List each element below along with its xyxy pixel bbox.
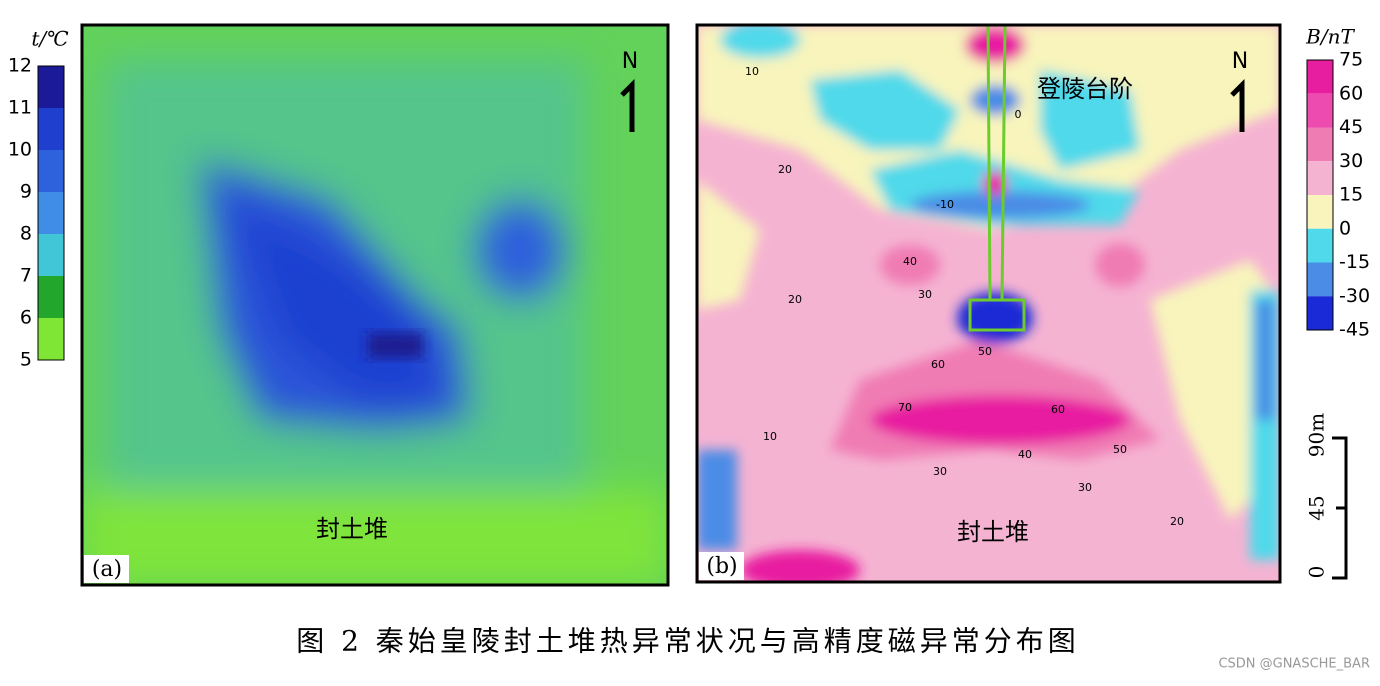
caption: 图 2 秦始皇陵封土堆热异常状况与高精度磁异常分布图	[296, 625, 1080, 658]
contour-label: 10	[745, 65, 759, 78]
colorbar-tick-label: -45	[1339, 319, 1370, 341]
contour-label: 40	[903, 255, 917, 268]
colorbar-bin	[1307, 228, 1333, 263]
contour-label: -10	[936, 198, 954, 211]
colorbar-tick-label: 7	[20, 265, 32, 287]
north-arrow	[620, 78, 635, 132]
thermal-map	[82, 25, 668, 585]
annotation: 封土堆	[957, 518, 1029, 546]
scale-bar	[1332, 436, 1348, 580]
colorbar-title: t/℃	[31, 27, 68, 51]
colorbar-tick-label: -15	[1339, 251, 1370, 273]
contour-label: 60	[1051, 403, 1065, 416]
colorbar-bin	[1307, 296, 1333, 330]
contour-label: 70	[898, 401, 912, 414]
contour-label: 20	[788, 293, 802, 306]
contour-label: 20	[778, 163, 792, 176]
colorbar-bin	[38, 234, 64, 276]
contour-label: 10	[763, 430, 777, 443]
label-bg	[84, 555, 129, 583]
colorbar-bin	[1307, 60, 1333, 94]
colorbar-bin	[1307, 161, 1333, 195]
contour-label: 30	[918, 288, 932, 301]
annotation: 登陵台阶	[1037, 75, 1133, 103]
colorbar-tick-label: -30	[1339, 285, 1370, 307]
scale-label: 0	[1305, 566, 1329, 579]
colorbar-bin	[38, 192, 64, 234]
colorbar-tick-label: 5	[20, 349, 32, 371]
colorbar-tick-label: 9	[20, 181, 32, 203]
colorbar-bin	[38, 66, 64, 108]
colorbar-tick-label: 15	[1339, 184, 1363, 206]
contour-label: 20	[1170, 515, 1184, 528]
panel-frame	[695, 23, 1282, 584]
north-arrow	[1230, 78, 1245, 132]
contour-label: 30	[933, 465, 947, 478]
colorbar-frame	[1306, 59, 1334, 331]
annotation: 封土堆	[316, 515, 388, 543]
contour-label: 50	[978, 345, 992, 358]
colorbar-bin	[38, 108, 64, 150]
colorbar-tick-label: 12	[8, 55, 32, 77]
scale-label: 45	[1305, 495, 1329, 520]
colorbar-bin	[1307, 93, 1333, 128]
colorbar-tick-label: 10	[8, 139, 32, 161]
contour-label: 30	[1078, 481, 1092, 494]
contour-label: 60	[931, 358, 945, 371]
colorbar-tick-label: 11	[8, 97, 32, 119]
panel-frame	[80, 23, 670, 587]
colorbar-bin	[38, 276, 64, 318]
north-label: N	[622, 49, 638, 74]
colorbar-tick-label: 30	[1339, 150, 1363, 172]
colorbar-tick-label: 8	[20, 223, 32, 245]
colorbar-bin	[1307, 127, 1333, 162]
contour-label: 0	[1015, 108, 1022, 121]
colorbar: 75 60 45 30 15 0 -15 -30 -45	[1306, 49, 1370, 341]
colorbar-bin	[1307, 262, 1333, 297]
panel-label: (a)	[92, 557, 122, 582]
colorbar-tick-label: 75	[1339, 49, 1363, 71]
colorbar-tick-label: 45	[1339, 116, 1363, 138]
colorbar-tick-label: 6	[20, 307, 32, 329]
contour-label: 50	[1113, 443, 1127, 456]
colorbar-tick-label: 0	[1339, 217, 1351, 239]
colorbar-title: B/nT	[1305, 25, 1355, 49]
colorbar-tick-label: 60	[1339, 82, 1363, 104]
panel-label: (b)	[706, 554, 737, 579]
magnetic-map: 10 20 0 -10 40 30 20 50 60 70 60 50 40 30 20 10 30	[697, 25, 1280, 582]
colorbar-bin	[38, 318, 64, 360]
colorbar-frame	[37, 65, 65, 361]
scale-label: 90m	[1305, 413, 1329, 457]
colorbar: 12 11 10 9 8 7 6 5	[8, 55, 65, 371]
colorbar-bin	[1307, 195, 1333, 229]
label-bg	[699, 552, 744, 580]
colorbar-bin	[38, 150, 64, 192]
north-label: N	[1232, 49, 1248, 74]
watermark: CSDN @GNASCHE_BAR	[1218, 657, 1370, 672]
contour-label: 40	[1018, 448, 1032, 461]
